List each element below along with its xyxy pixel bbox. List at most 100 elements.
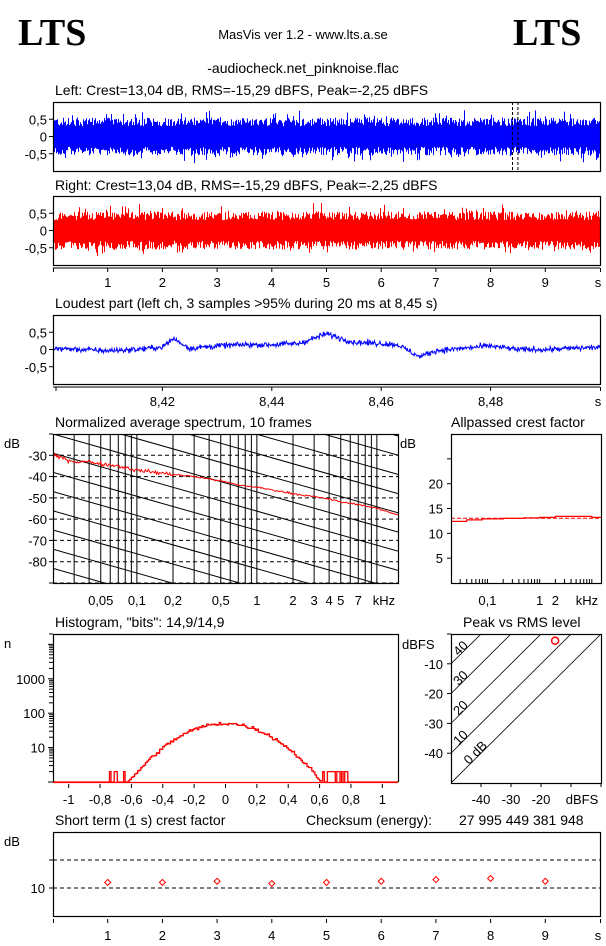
crest-line-label: 10 (450, 727, 471, 748)
crest-point (213, 877, 221, 885)
y-tick-label: 15 (429, 502, 443, 517)
pink-reference-line (118, 434, 398, 514)
y-tick-label: 0 (40, 130, 47, 145)
x-tick-label: 4 (326, 593, 333, 608)
x-tick-label: 8,48 (478, 394, 503, 409)
pink-reference-line (53, 434, 398, 533)
y-axis-label: dB (4, 834, 20, 849)
y-tick-label: 0 (40, 224, 47, 239)
y-tick-label: -40 (28, 470, 47, 485)
x-unit-label: s (595, 928, 602, 943)
histogram-chart: n 1000 100 10 -1 -0,8 -0,6 -0,4 -0,2 0 0,2 0,4 0,6 0,… (4, 633, 400, 807)
x-tick-label: 6 (378, 275, 385, 290)
crest-line-label: 30 (450, 667, 471, 688)
x-unit-label: kHz (576, 593, 598, 608)
y-tick-label: -80 (28, 555, 47, 570)
crest-line-label: 40 (450, 638, 471, 659)
y-tick-label: -40 (424, 746, 443, 761)
y-tick-label: 10 (429, 526, 443, 541)
y-axis-label: dB (4, 436, 20, 451)
peak-rms-point (550, 636, 560, 645)
left-waveform-title: Left: Crest=13,04 dB, RMS=-15,29 dBFS, P… (55, 82, 429, 98)
x-tick-label: 4 (268, 928, 275, 943)
pink-reference-line (186, 434, 398, 495)
allpassed-crest-chart: dB 20 15 10 5 0,1 1 2 kHz (400, 433, 603, 608)
y-tick-label: 100 (23, 706, 45, 721)
pink-reference-line (253, 434, 398, 475)
y-axis-label: n (4, 636, 11, 651)
y-tick-label: -0,5 (25, 360, 47, 375)
pink-reference-line (53, 452, 398, 552)
x-unit-label: s (595, 275, 602, 290)
app-title: MasVis ver 1.2 - www.lts.a.se (218, 27, 388, 42)
x-tick-label: -0,4 (152, 792, 174, 807)
x-unit-label: s (595, 394, 602, 409)
crest-point (486, 874, 495, 883)
x-tick-label: 2 (289, 593, 296, 608)
pink-reference-line (53, 645, 398, 743)
y-tick-label: -30 (28, 448, 47, 463)
loudest-part-chart: 0,5 0 -0,5 8,42 8,44 8,46 8,48 s (25, 314, 602, 409)
x-tick-label: 1 (253, 593, 260, 608)
right-waveform-chart: 0,5 0 -0,5 1 2 3 4 5 6 7 8 9 s (25, 195, 602, 290)
y-tick-label: 10 (31, 741, 45, 756)
crest-point (268, 879, 276, 888)
x-tick-label: -40 (472, 792, 491, 807)
waveform-signal (54, 203, 600, 256)
x-tick-label: 8,42 (150, 394, 175, 409)
histogram-title: Histogram, "bits": 14,9/14,9 (55, 614, 225, 630)
y-tick-label: 0,5 (29, 206, 47, 221)
y-tick-label: -0,5 (25, 241, 47, 256)
spectrum-chart: dB -30 -40 -50 -60 -70 -80 0,05 0,1 0,2 0,5 1 2 3 4 5 7 k… (4, 280, 400, 743)
x-tick-label: -0,6 (120, 792, 142, 807)
x-tick-label: 1 (104, 928, 111, 943)
loudest-part-title: Loudest part (left ch, 3 samples >95% du… (55, 295, 438, 311)
x-tick-label: 3 (213, 928, 220, 943)
pink-reference-line (53, 280, 398, 378)
plot-frame (52, 831, 602, 918)
x-tick-label: 4 (268, 275, 275, 290)
x-tick-label: -30 (502, 792, 521, 807)
crest-line-label: 20 (450, 697, 471, 718)
x-tick-label: 7 (355, 593, 362, 608)
histogram-steps (53, 721, 398, 783)
pink-reference-line (53, 510, 310, 583)
x-tick-label: 0,1 (478, 593, 496, 608)
y-tick-label: -10 (424, 657, 443, 672)
y-tick-label: -0,5 (25, 147, 47, 162)
checksum-label: Checksum (energy): (306, 812, 433, 828)
x-tick-label: 2 (159, 928, 166, 943)
x-tick-label: 8 (487, 928, 494, 943)
crest-lines (451, 634, 601, 783)
y-tick-label: 0 (40, 343, 47, 358)
x-tick-label: 8,46 (369, 394, 394, 409)
y-tick-label: -60 (28, 512, 47, 527)
x-tick-label: 3 (213, 275, 220, 290)
crest-point (103, 878, 112, 887)
short-term-crest-title: Short term (1 s) crest factor (55, 812, 226, 828)
right-waveform-title: Right: Crest=13,04 dB, RMS=-15,29 dBFS, … (55, 177, 438, 193)
y-tick-label: 0,5 (29, 112, 47, 127)
crest-line (451, 634, 601, 783)
x-tick-label: 6 (378, 928, 385, 943)
x-tick-label: 1 (536, 593, 543, 608)
crest-line (451, 634, 482, 665)
x-tick-label: -20 (532, 792, 551, 807)
crest-point (541, 877, 550, 885)
crest-point (432, 875, 440, 884)
x-tick-label: 8,44 (259, 394, 284, 409)
plot-frame (52, 101, 602, 173)
x-tick-label: 1 (104, 275, 111, 290)
x-tick-label: 2 (552, 593, 559, 608)
checksum-value: 27 995 449 381 948 (459, 812, 584, 828)
crest-point (322, 878, 331, 887)
x-tick-label: 8 (487, 275, 494, 290)
plot-frame (52, 314, 602, 386)
x-tick-label: 1 (379, 792, 386, 807)
x-tick-label: 7 (432, 275, 439, 290)
y-tick-label: 1000 (16, 672, 45, 687)
plot-frame (450, 633, 603, 785)
x-tick-label: -0,8 (89, 792, 111, 807)
y-tick-label: 0,5 (29, 325, 47, 340)
